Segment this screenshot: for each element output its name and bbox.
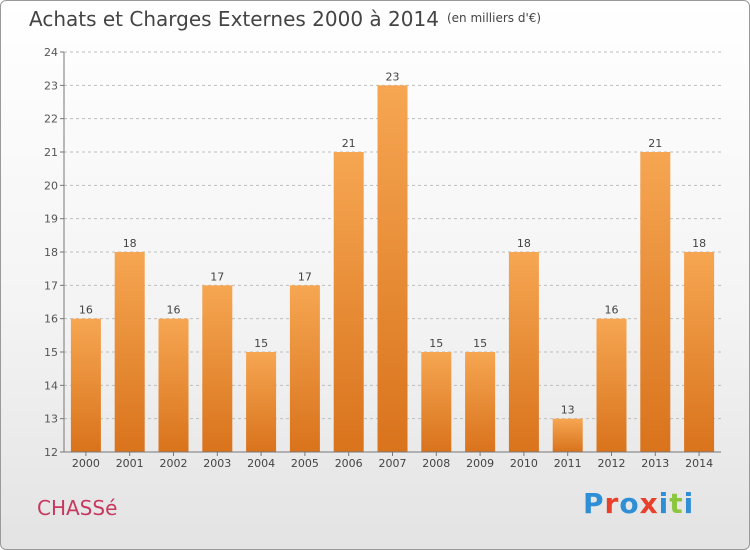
logo-letter: r — [604, 487, 620, 520]
x-axis-ticks: 2000 2001 2002 2003 2004 2005 2006 2007 2008 2009… — [72, 452, 713, 470]
y-tick-label: 19 — [44, 213, 58, 226]
y-tick-label: 17 — [44, 279, 58, 292]
data-label: 16 — [605, 304, 619, 317]
commune-name: CHASSé — [37, 496, 118, 520]
data-label: 17 — [210, 270, 224, 283]
logo-letter: i — [683, 487, 695, 520]
bar — [70, 318, 101, 452]
data-label: 18 — [517, 237, 531, 250]
bar — [684, 252, 715, 452]
data-label: 15 — [254, 337, 268, 350]
data-label: 16 — [167, 304, 181, 317]
x-tick-label: 2009 — [466, 457, 494, 470]
bar — [289, 285, 320, 452]
x-tick-label: 2002 — [160, 457, 188, 470]
bar — [246, 352, 277, 452]
logo-letter: o — [619, 487, 640, 520]
x-tick-label: 2004 — [247, 457, 275, 470]
bar — [508, 252, 539, 452]
logo-letter: P — [583, 487, 605, 520]
bar — [377, 85, 408, 452]
y-tick-label: 12 — [44, 446, 58, 459]
bar — [158, 318, 189, 452]
chart-title: Achats et Charges Externes 2000 à 2014 (e… — [29, 7, 541, 31]
axes — [63, 52, 721, 453]
y-tick-label: 14 — [44, 379, 58, 392]
data-label: 15 — [429, 337, 443, 350]
bar — [640, 152, 671, 452]
logo-letter: i — [658, 487, 670, 520]
bar — [114, 252, 145, 452]
x-tick-label: 2007 — [379, 457, 407, 470]
y-tick-label: 22 — [44, 113, 58, 126]
y-tick-label: 21 — [44, 146, 58, 159]
data-label: 16 — [79, 304, 93, 317]
chart-subtitle: (en milliers d'€) — [446, 11, 542, 25]
x-tick-label: 2012 — [598, 457, 626, 470]
x-tick-label: 2006 — [335, 457, 363, 470]
bar — [333, 152, 364, 452]
bar — [552, 418, 583, 452]
y-tick-label: 13 — [44, 413, 58, 426]
data-label: 21 — [648, 137, 662, 150]
data-label: 13 — [561, 404, 575, 417]
bar — [465, 352, 496, 452]
y-tick-label: 23 — [44, 79, 58, 92]
data-label: 15 — [473, 337, 487, 350]
x-tick-label: 2003 — [203, 457, 231, 470]
y-tick-label: 16 — [44, 313, 58, 326]
x-tick-label: 2011 — [554, 457, 582, 470]
x-tick-label: 2001 — [116, 457, 144, 470]
logo-letter: t — [669, 487, 684, 520]
y-axis-ticks: 12 13 14 15 16 17 18 19 20 21 22 23 24 — [44, 46, 64, 459]
data-labels: 16 18 16 17 15 17 21 23 15 15 18 13 16 21 18 — [79, 70, 706, 416]
bar — [202, 285, 233, 452]
chart-title-text: Achats et Charges Externes 2000 à 2014 — [29, 7, 439, 31]
bar — [596, 318, 627, 452]
y-tick-label: 20 — [44, 179, 58, 192]
proxiti-logo: Proxiti — [583, 487, 694, 520]
x-tick-label: 2000 — [72, 457, 100, 470]
x-tick-label: 2014 — [685, 457, 713, 470]
y-tick-label: 24 — [44, 46, 58, 59]
x-tick-label: 2005 — [291, 457, 319, 470]
bar — [421, 352, 452, 452]
data-label: 17 — [298, 270, 312, 283]
logo-letter: x — [639, 487, 659, 520]
x-tick-label: 2008 — [422, 457, 450, 470]
y-tick-label: 15 — [44, 346, 58, 359]
data-label: 21 — [342, 137, 356, 150]
data-label: 23 — [386, 70, 400, 83]
data-label: 18 — [692, 237, 706, 250]
x-tick-label: 2010 — [510, 457, 538, 470]
data-label: 18 — [123, 237, 137, 250]
x-tick-label: 2013 — [641, 457, 669, 470]
bars — [70, 85, 715, 452]
y-tick-label: 18 — [44, 246, 58, 259]
